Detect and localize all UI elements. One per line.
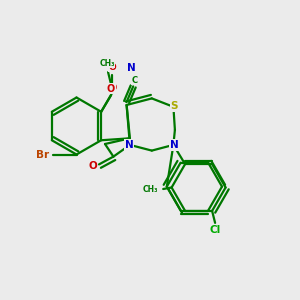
- Text: N: N: [169, 140, 178, 150]
- Text: CH₃: CH₃: [142, 184, 158, 194]
- Text: O: O: [108, 83, 116, 93]
- Text: N: N: [127, 63, 136, 73]
- Text: N: N: [125, 140, 134, 150]
- Text: Br: Br: [36, 149, 49, 160]
- Text: Cl: Cl: [209, 225, 221, 236]
- Text: O: O: [107, 84, 115, 94]
- Text: CH₃: CH₃: [100, 59, 115, 68]
- Text: O: O: [88, 161, 98, 171]
- Text: O: O: [108, 62, 116, 71]
- Text: S: S: [170, 101, 178, 111]
- Text: C: C: [132, 76, 138, 85]
